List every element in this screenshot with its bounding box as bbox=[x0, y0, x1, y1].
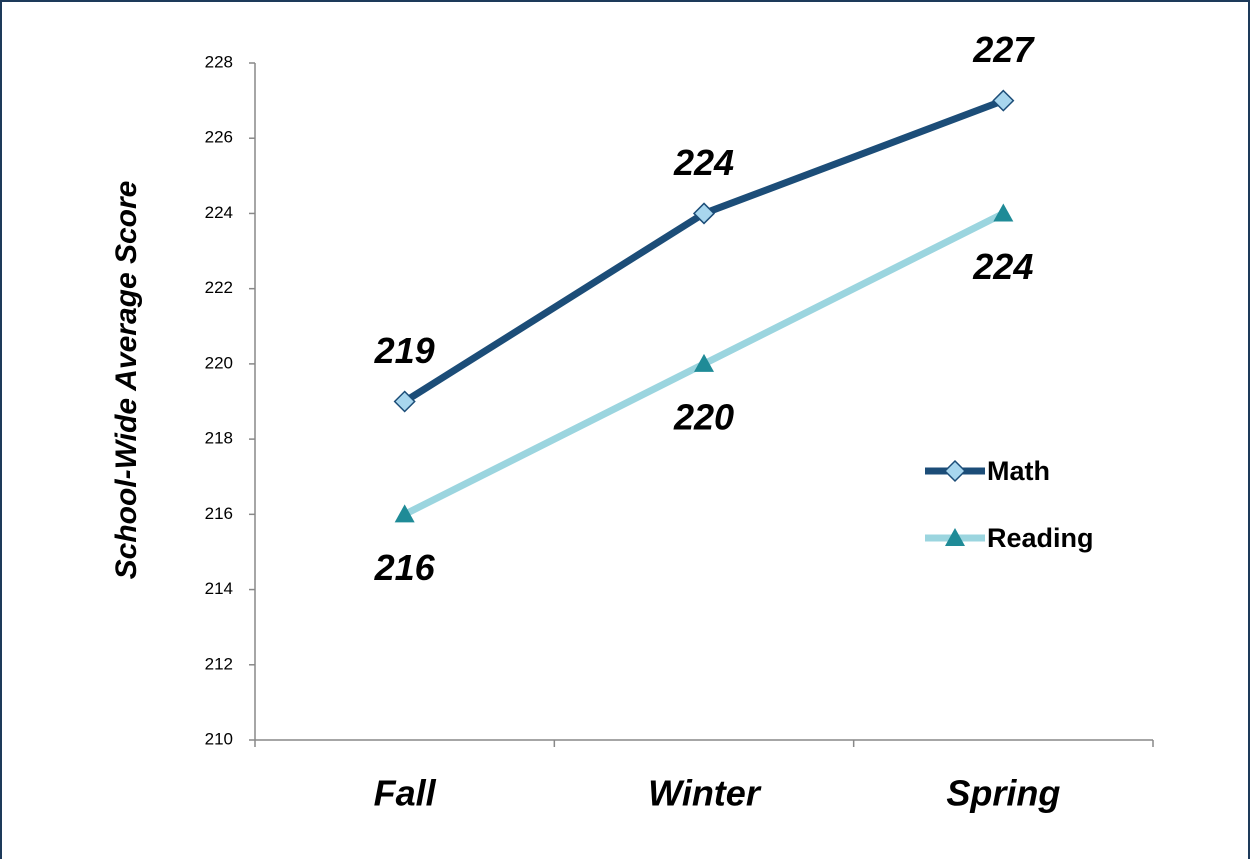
y-tick-label: 226 bbox=[205, 128, 233, 147]
data-label: 224 bbox=[972, 246, 1033, 287]
marker bbox=[393, 390, 416, 413]
marker bbox=[945, 528, 965, 546]
y-axis-title: School-Wide Average Score bbox=[110, 181, 143, 580]
y-tick-label: 214 bbox=[205, 579, 233, 598]
legend-label: Reading bbox=[987, 523, 1094, 553]
y-tick-label: 218 bbox=[205, 429, 233, 448]
data-label: 216 bbox=[374, 547, 436, 588]
y-tick-label: 210 bbox=[205, 729, 233, 748]
y-tick-label: 212 bbox=[205, 654, 233, 673]
y-tick-label: 222 bbox=[205, 278, 233, 297]
data-label: 224 bbox=[673, 142, 734, 183]
y-tick-label: 216 bbox=[205, 504, 233, 523]
y-tick-label: 224 bbox=[205, 203, 233, 222]
y-tick-label: 228 bbox=[205, 52, 233, 71]
x-tick-label: Spring bbox=[946, 773, 1060, 814]
x-tick-label: Fall bbox=[374, 773, 437, 814]
y-tick-label: 220 bbox=[205, 353, 233, 372]
marker bbox=[993, 203, 1014, 222]
data-label: 220 bbox=[673, 396, 734, 437]
marker bbox=[943, 459, 967, 483]
marker bbox=[394, 504, 415, 523]
marker bbox=[992, 89, 1015, 112]
data-label: 219 bbox=[374, 330, 435, 371]
marker bbox=[694, 353, 714, 372]
x-tick-label: Winter bbox=[648, 773, 762, 814]
marker bbox=[692, 202, 716, 225]
data-label: 227 bbox=[972, 29, 1035, 70]
legend-label: Math bbox=[987, 456, 1050, 486]
